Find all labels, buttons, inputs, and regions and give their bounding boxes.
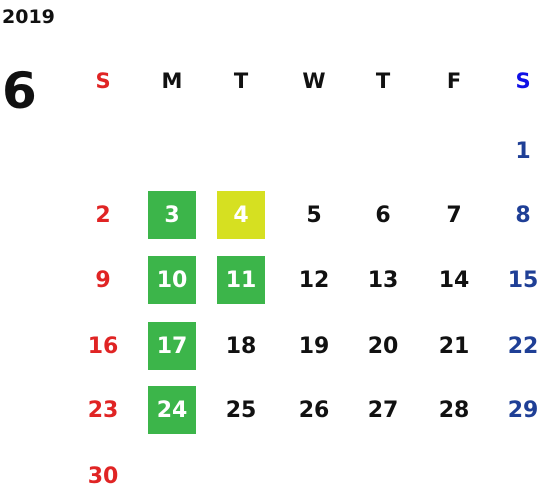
day[interactable]: 1 [515, 138, 531, 164]
day[interactable]: 17 [148, 322, 196, 370]
day[interactable]: 19 [298, 333, 330, 359]
day[interactable]: 23 [87, 397, 119, 423]
day[interactable]: 6 [375, 202, 391, 228]
month: 6 [2, 62, 37, 120]
day[interactable]: 27 [367, 397, 399, 423]
day[interactable]: 8 [515, 202, 531, 228]
weekday: T [233, 69, 249, 93]
day[interactable]: 30 [87, 463, 119, 489]
weekday: F [446, 69, 462, 93]
day[interactable]: 21 [438, 333, 470, 359]
weekday: M [161, 69, 183, 93]
day[interactable]: 16 [87, 333, 119, 359]
year: 2019 [2, 6, 55, 28]
day[interactable]: 11 [217, 256, 265, 304]
day[interactable]: 2 [95, 202, 111, 228]
day[interactable]: 10 [148, 256, 196, 304]
weekday: T [375, 69, 391, 93]
day[interactable]: 14 [438, 267, 470, 293]
day[interactable]: 20 [367, 333, 399, 359]
day[interactable]: 9 [95, 267, 111, 293]
day[interactable]: 12 [298, 267, 330, 293]
day[interactable]: 28 [438, 397, 470, 423]
day[interactable]: 7 [446, 202, 462, 228]
day[interactable]: 18 [225, 333, 257, 359]
day[interactable]: 24 [148, 386, 196, 434]
day[interactable]: 15 [507, 267, 539, 293]
day[interactable]: 5 [306, 202, 322, 228]
day[interactable]: 25 [225, 397, 257, 423]
day[interactable]: 4 [217, 191, 265, 239]
day[interactable]: 3 [148, 191, 196, 239]
day[interactable]: 29 [507, 397, 539, 423]
day[interactable]: 22 [507, 333, 539, 359]
day[interactable]: 13 [367, 267, 399, 293]
weekday: S [95, 69, 111, 93]
weekday: S [515, 69, 531, 93]
weekday: W [302, 69, 326, 93]
day[interactable]: 26 [298, 397, 330, 423]
